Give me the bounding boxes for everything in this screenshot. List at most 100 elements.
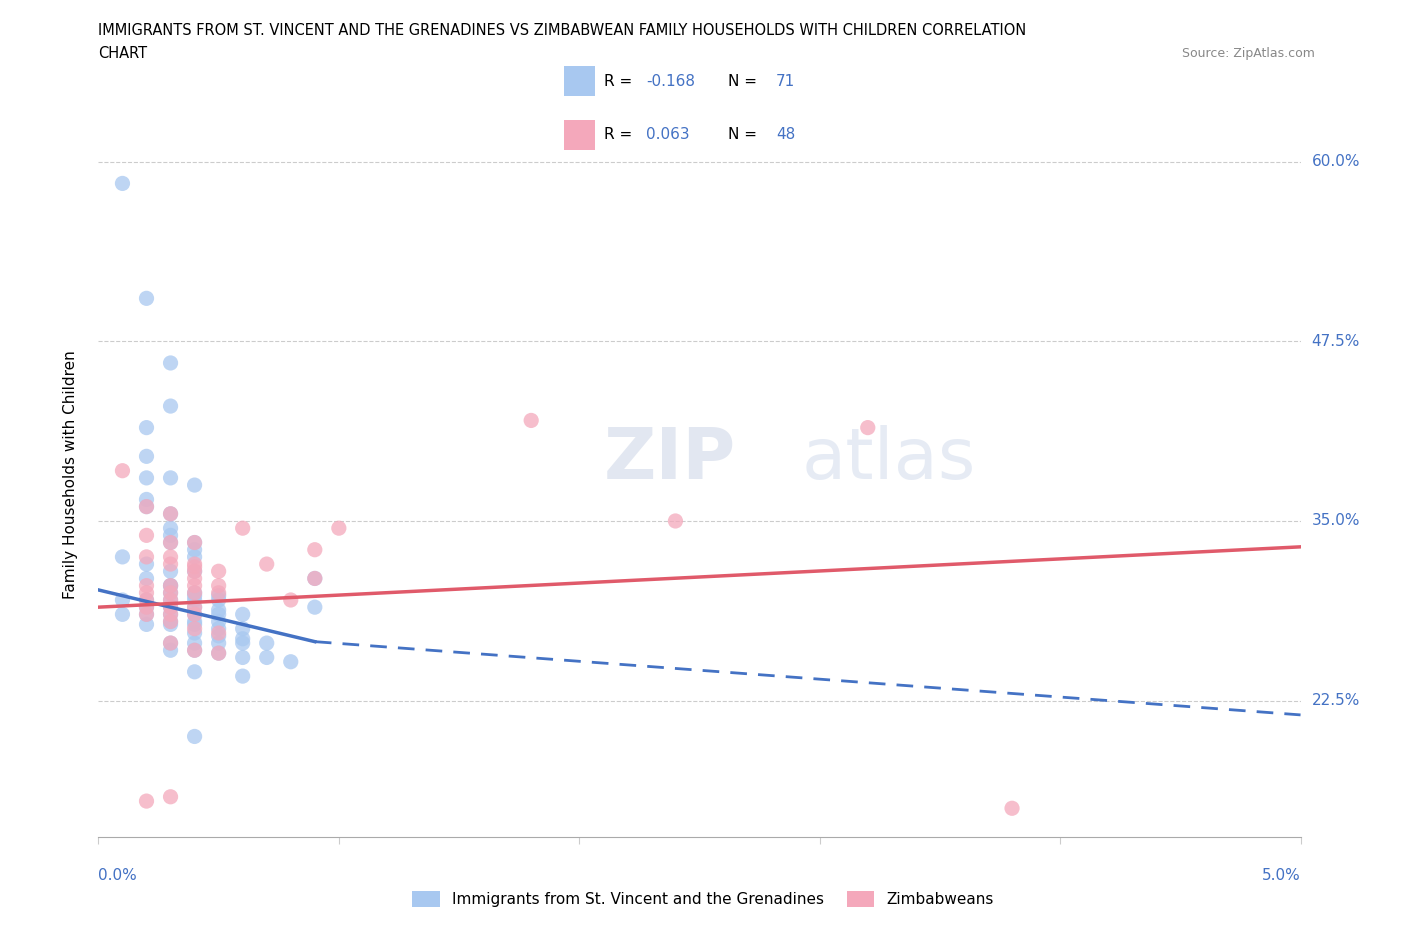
Point (135, 607, 157, 622)
Point (159, 355, 181, 370)
Point (232, 669, 254, 684)
Point (135, 600, 157, 615)
Point (232, 521, 254, 536)
Point (183, 560, 205, 575)
Text: ZIP: ZIP (603, 425, 735, 494)
Point (159, 614, 181, 629)
Bar (564, 120, 595, 150)
Point (183, 592, 205, 607)
Point (183, 571, 205, 586)
Point (135, 471, 157, 485)
Text: 0.063: 0.063 (647, 127, 690, 142)
Point (135, 585, 157, 600)
Point (183, 621, 205, 636)
Point (183, 617, 205, 631)
Point (232, 650, 254, 665)
Point (135, 499, 157, 514)
Point (208, 645, 231, 660)
Point (183, 600, 205, 615)
Point (183, 557, 205, 572)
Point (328, 521, 350, 536)
Text: 35.0%: 35.0% (1312, 513, 1360, 528)
Point (183, 535, 205, 550)
Point (183, 550, 205, 565)
Point (208, 585, 231, 600)
Point (280, 655, 302, 670)
Point (135, 291, 157, 306)
Point (208, 645, 231, 660)
Point (159, 557, 181, 572)
Text: 22.5%: 22.5% (1312, 693, 1360, 708)
Point (135, 793, 157, 808)
Point (183, 478, 205, 493)
Point (183, 564, 205, 578)
Point (135, 592, 157, 607)
Point (159, 535, 181, 550)
Point (280, 592, 302, 607)
Point (183, 635, 205, 650)
Point (183, 578, 205, 593)
Point (208, 629, 231, 644)
Point (183, 585, 205, 600)
Point (183, 607, 205, 622)
Point (159, 600, 181, 615)
Point (208, 589, 231, 604)
Point (159, 635, 181, 650)
Text: 5.0%: 5.0% (1261, 868, 1301, 883)
Point (183, 664, 205, 679)
Text: 60.0%: 60.0% (1312, 154, 1360, 169)
Point (111, 176, 134, 191)
Point (111, 463, 134, 478)
Text: Source: ZipAtlas.com: Source: ZipAtlas.com (1181, 46, 1315, 60)
Point (135, 607, 157, 622)
Text: N =: N = (728, 74, 762, 89)
Point (135, 550, 157, 565)
Point (135, 592, 157, 607)
Point (232, 635, 254, 650)
Text: 47.5%: 47.5% (1312, 334, 1360, 349)
Point (135, 420, 157, 435)
Point (208, 614, 231, 629)
Y-axis label: Family Households with Children: Family Households with Children (63, 350, 77, 599)
Point (208, 621, 231, 636)
Point (159, 550, 181, 565)
Point (135, 528, 157, 543)
Text: 71: 71 (776, 74, 796, 89)
Point (208, 635, 231, 650)
Point (159, 617, 181, 631)
Point (232, 621, 254, 636)
Point (159, 585, 181, 600)
Point (159, 607, 181, 622)
Point (183, 626, 205, 641)
Point (159, 578, 181, 593)
Point (256, 557, 278, 572)
Point (183, 607, 205, 622)
Point (135, 499, 157, 514)
Point (183, 589, 205, 604)
Point (256, 635, 278, 650)
Point (232, 607, 254, 622)
Point (856, 420, 879, 435)
Point (208, 564, 231, 578)
Text: CHART: CHART (98, 46, 148, 61)
Point (159, 471, 181, 485)
Point (159, 607, 181, 622)
Point (159, 600, 181, 615)
Point (159, 585, 181, 600)
Point (159, 535, 181, 550)
Point (135, 617, 157, 631)
Point (256, 650, 278, 665)
Point (304, 600, 326, 615)
Point (183, 585, 205, 600)
Point (520, 413, 543, 428)
Point (159, 506, 181, 521)
Point (208, 578, 231, 593)
Point (159, 643, 181, 658)
Point (135, 449, 157, 464)
Point (304, 571, 326, 586)
Point (159, 564, 181, 578)
Legend: Immigrants from St. Vincent and the Grenadines, Zimbabweans: Immigrants from St. Vincent and the Gren… (406, 884, 1000, 913)
Point (159, 635, 181, 650)
Point (135, 492, 157, 507)
Text: IMMIGRANTS FROM ST. VINCENT AND THE GRENADINES VS ZIMBABWEAN FAMILY HOUSEHOLDS W: IMMIGRANTS FROM ST. VINCENT AND THE GREN… (98, 23, 1026, 38)
